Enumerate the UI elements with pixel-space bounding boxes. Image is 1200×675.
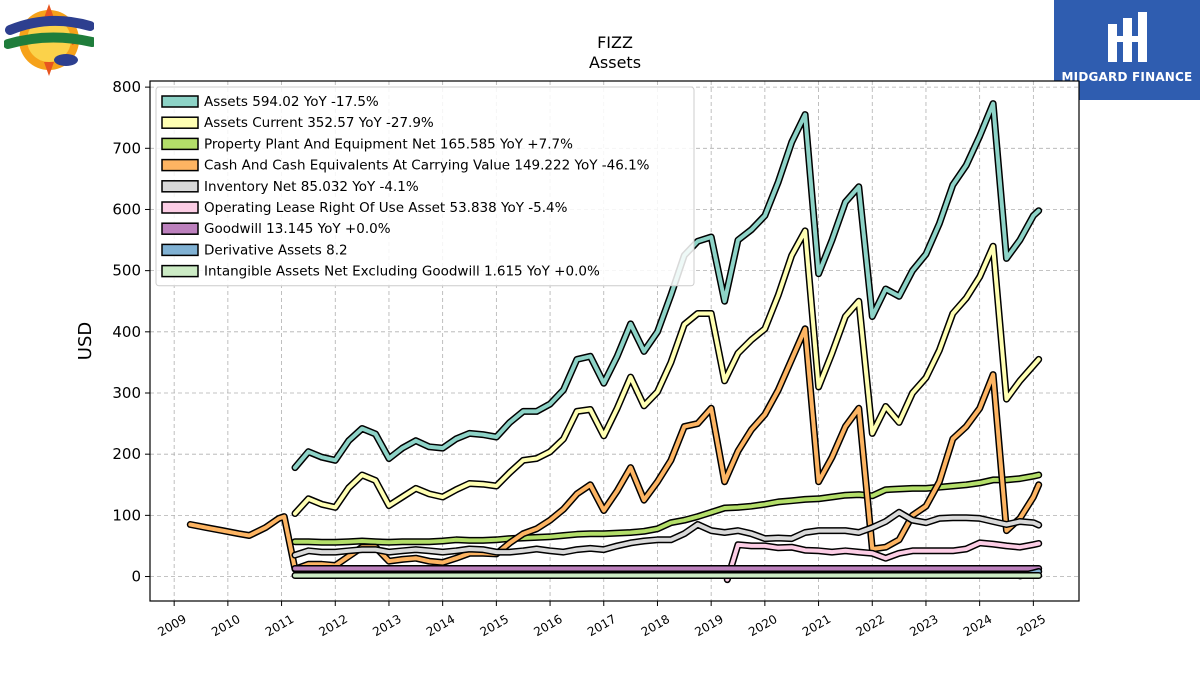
y-tick-label: 700 [112, 139, 141, 157]
x-tick-label: 2011 [263, 612, 296, 639]
series-layer [186, 100, 1043, 584]
legend-label: Cash And Cash Equivalents At Carrying Va… [204, 158, 650, 174]
y-tick-label: 600 [112, 200, 141, 218]
x-tick-label: 2021 [800, 612, 833, 639]
y-tick-label: 300 [112, 384, 141, 402]
x-tick-label: 2020 [746, 612, 779, 639]
series-line-1 [293, 228, 1041, 516]
series-line-5 [725, 540, 1041, 582]
legend-swatch [161, 116, 199, 129]
x-tick-label: 2018 [639, 612, 672, 639]
x-tick-label: 2024 [961, 612, 994, 639]
x-tick-label: 2010 [209, 612, 242, 639]
legend-label: Intangible Assets Net Excluding Goodwill… [204, 264, 600, 280]
plot-frame [149, 80, 1080, 602]
legend-box [155, 86, 695, 287]
chart-subtitle: Assets [589, 53, 641, 72]
x-tick-label: 2013 [370, 612, 403, 639]
legend-label: Goodwill 13.145 YoY +0.0% [204, 221, 391, 237]
x-tick-label: 2014 [424, 612, 457, 639]
legend-label: Operating Lease Right Of Use Asset 53.83… [204, 200, 568, 216]
y-tick-label: 0 [131, 568, 141, 586]
legend-swatch [161, 201, 199, 214]
x-tick-label: 2012 [317, 612, 350, 639]
y-tick-label: 500 [112, 262, 141, 280]
y-axis-label: USD [75, 322, 96, 360]
series-line-0 [293, 101, 1041, 470]
x-tick-label: 2023 [907, 612, 940, 639]
x-axis: 2009 2010 2011 2012 2013 2014 2015 2016 2017 2018… [155, 601, 1048, 639]
series-line-2 [293, 473, 1041, 545]
series-line-4 [293, 510, 1041, 558]
x-tick-label: 2022 [854, 612, 887, 639]
legend-swatch [161, 180, 199, 193]
x-tick-label: 2009 [155, 612, 188, 639]
y-tick-label: 400 [112, 323, 141, 341]
legend-label: Derivative Assets 8.2 [204, 242, 348, 258]
national-beverage-logo [3, 4, 97, 76]
midgard-mark-icon [1108, 12, 1147, 62]
legend-label: Property Plant And Equipment Net 165.585… [204, 136, 573, 152]
x-tick-label: 2017 [585, 612, 618, 639]
chart-title: FIZZ [597, 33, 633, 52]
legend-label: Assets Current 352.57 YoY -27.9% [204, 115, 434, 131]
brand-text: MIDGARD FINANCE [1061, 70, 1193, 84]
y-tick-label: 200 [112, 445, 141, 463]
y-tick-label: 800 [112, 78, 141, 96]
legend-swatch [161, 243, 199, 257]
x-tick-label: 2016 [531, 612, 564, 639]
legend-label: Assets 594.02 YoY -17.5% [204, 94, 379, 110]
legend-swatch [161, 95, 199, 108]
y-axis: 0 100 200 300 400 500 600 700 800 [112, 78, 150, 586]
legend-swatch [161, 158, 199, 172]
legend: Assets 594.02 YoY -17.5% Assets Current 3… [155, 86, 695, 287]
x-tick-label: 2019 [692, 612, 725, 639]
legend-swatch [161, 264, 199, 278]
legend-swatch [161, 137, 199, 151]
y-tick-label: 100 [112, 506, 141, 524]
legend-label: Inventory Net 85.032 YoY -4.1% [204, 179, 419, 195]
x-tick-label: 2015 [478, 612, 511, 639]
legend-swatch [161, 222, 199, 235]
x-tick-label: 2025 [1015, 612, 1048, 639]
